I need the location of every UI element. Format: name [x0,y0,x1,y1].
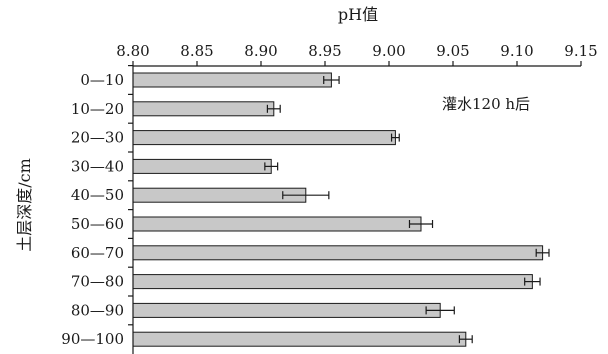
x-tick-label: 9.10 [500,42,533,60]
x-axis: 8.80 8.85 8.90 8.95 9.00 9.05 9.10 9.15 [116,42,598,67]
bar [132,158,272,174]
y-axis: 0—10 10—20 20—30 30—40 40—50 50—60 60—70 70—80 8… [61,64,134,354]
y-category-label: 10—20 [71,100,124,118]
bars [132,72,544,347]
y-category-label: 30—40 [71,157,124,175]
bar [132,216,422,232]
y-axis-title: 土层深度/cm [15,158,34,252]
y-category-label: 50—60 [71,215,124,233]
x-axis-title: pH值 [338,5,378,24]
y-category-label: 40—50 [71,186,124,204]
y-category-label: 60—70 [71,244,124,262]
bar [132,101,275,117]
x-tick-label: 9.00 [372,42,405,60]
y-category-label: 20—30 [71,129,124,147]
x-tick-label: 9.05 [436,42,469,60]
y-category-label: 90—100 [61,330,124,348]
y-category-label: 70—80 [71,273,124,291]
chart-annotation: 灌水120 h后 [442,95,530,113]
x-tick-label: 8.85 [180,42,213,60]
error-bars [264,76,550,344]
x-tick-label: 8.80 [116,42,149,60]
bar [132,72,332,88]
bar [132,331,467,347]
bar [132,302,441,318]
bar [132,130,396,146]
bar [132,187,307,203]
bar [132,245,544,261]
x-tick-label: 8.90 [244,42,277,60]
y-category-label: 80—90 [71,301,124,319]
y-category-label: 0—10 [80,71,124,89]
bar [132,274,533,290]
x-tick-label: 8.95 [308,42,341,60]
x-tick-label: 9.15 [564,42,597,60]
